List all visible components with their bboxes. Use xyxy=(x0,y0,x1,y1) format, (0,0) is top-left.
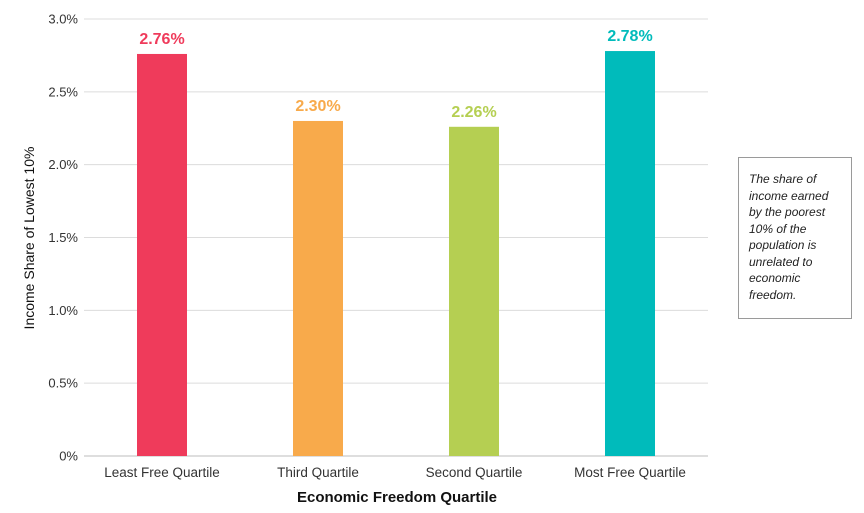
y-tick-label: 1.5% xyxy=(48,230,78,245)
annotation-box: The share of income earned by the poores… xyxy=(738,157,852,319)
annotation-text: The share of income earned by the poores… xyxy=(749,172,829,302)
y-axis-ticks: 0% 0.5% 1.0% 1.5% 2.0% 2.5% 3.0% xyxy=(48,12,78,464)
data-label: 2.76% xyxy=(139,31,184,48)
y-axis-title: Income Share of Lowest 10% xyxy=(21,147,37,330)
bar xyxy=(293,120,343,456)
x-tick-label: Third Quartile xyxy=(277,465,359,480)
value-labels: 2.76% 2.30% 2.26% 2.78% xyxy=(139,28,652,121)
x-tick-label: Most Free Quartile xyxy=(574,465,686,480)
x-tick-label: Second Quartile xyxy=(426,465,523,480)
y-tick-label: 0% xyxy=(59,449,78,464)
data-label: 2.26% xyxy=(451,104,496,121)
x-axis-title: Economic Freedom Quartile xyxy=(297,489,497,506)
y-tick-label: 2.0% xyxy=(48,157,78,172)
bar xyxy=(137,53,187,457)
x-tick-label: Least Free Quartile xyxy=(104,465,220,480)
data-label: 2.30% xyxy=(295,98,340,115)
y-tick-label: 1.0% xyxy=(48,303,78,318)
x-axis-ticks: Least Free Quartile Third Quartile Second … xyxy=(104,465,686,480)
data-label: 2.78% xyxy=(607,28,652,45)
bar xyxy=(449,126,499,456)
y-tick-label: 0.5% xyxy=(48,376,78,391)
y-tick-label: 2.5% xyxy=(48,84,78,99)
bars xyxy=(137,51,655,457)
bar xyxy=(605,51,655,457)
y-tick-label: 3.0% xyxy=(48,12,78,27)
gridlines xyxy=(84,18,708,457)
